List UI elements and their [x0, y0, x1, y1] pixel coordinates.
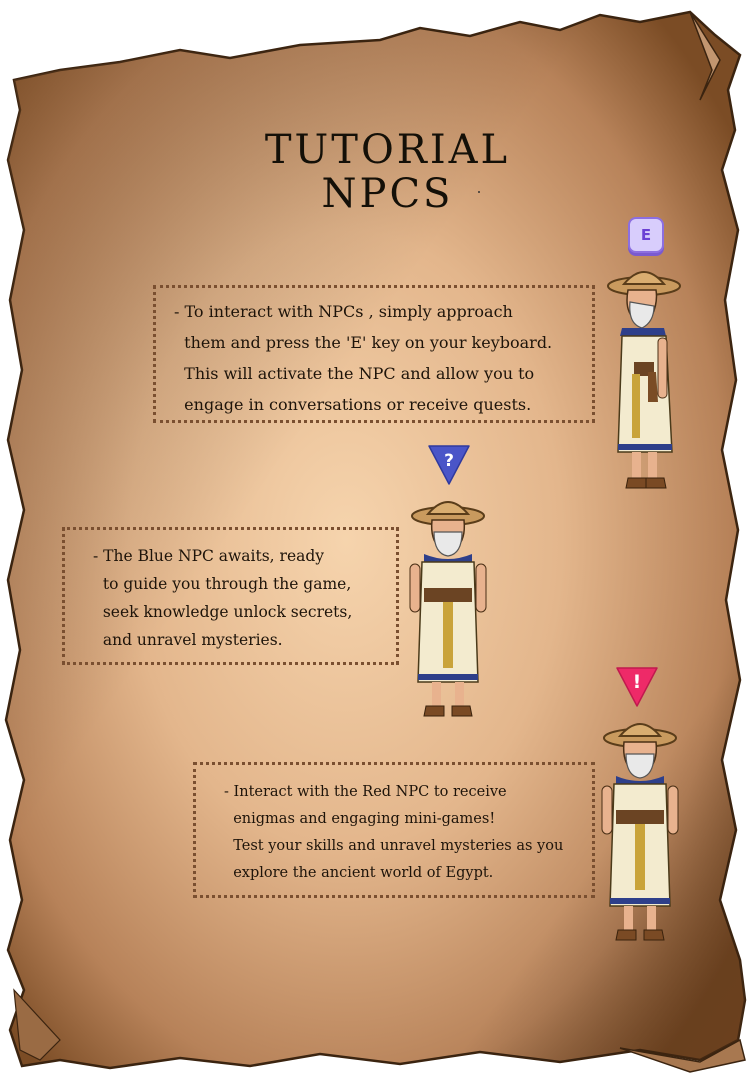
box3-line: explore the ancient world of Egypt.: [224, 865, 494, 881]
page-title-line2: NPCS: [321, 171, 454, 217]
page-title-line1: TUTORIAL: [264, 127, 511, 173]
exclamation-marker-icon: !: [616, 667, 658, 707]
svg-text:!: !: [633, 671, 642, 693]
title-dot: [478, 191, 480, 193]
tutorial-box-red-npc: - Interact with the Red NPC to receive e…: [193, 762, 595, 898]
box1-line: This will activate the NPC and allow you…: [174, 364, 535, 383]
egyptian-npc-figure-red: [601, 723, 679, 941]
box2-line: seek knowledge unlock secrets,: [93, 603, 353, 621]
tutorial-box-interact: - To interact with NPCs , simply approac…: [153, 285, 595, 423]
keyboard-e-icon: E: [628, 217, 664, 253]
box2-line: to guide you through the game,: [93, 575, 352, 593]
egyptian-npc-figure-side: [607, 271, 681, 489]
svg-text:?: ?: [444, 451, 454, 471]
box3-line: enigmas and engaging mini-games!: [224, 811, 496, 827]
box1-line: engage in conversations or receive quest…: [174, 395, 532, 414]
box3-line: - Interact with the Red NPC to receive: [224, 784, 507, 800]
box1-line: them and press the 'E' key on your keybo…: [174, 333, 553, 352]
box1-line: - To interact with NPCs , simply approac…: [174, 302, 513, 321]
tutorial-box-blue-npc: - The Blue NPC awaits, ready to guide yo…: [62, 527, 399, 665]
question-marker-icon: ?: [428, 445, 470, 485]
box2-line: and unravel mysteries.: [93, 631, 283, 649]
box3-line: Test your skills and unravel mysteries a…: [224, 838, 564, 854]
egyptian-npc-figure-blue: [409, 501, 487, 717]
box2-line: - The Blue NPC awaits, ready: [93, 547, 325, 565]
